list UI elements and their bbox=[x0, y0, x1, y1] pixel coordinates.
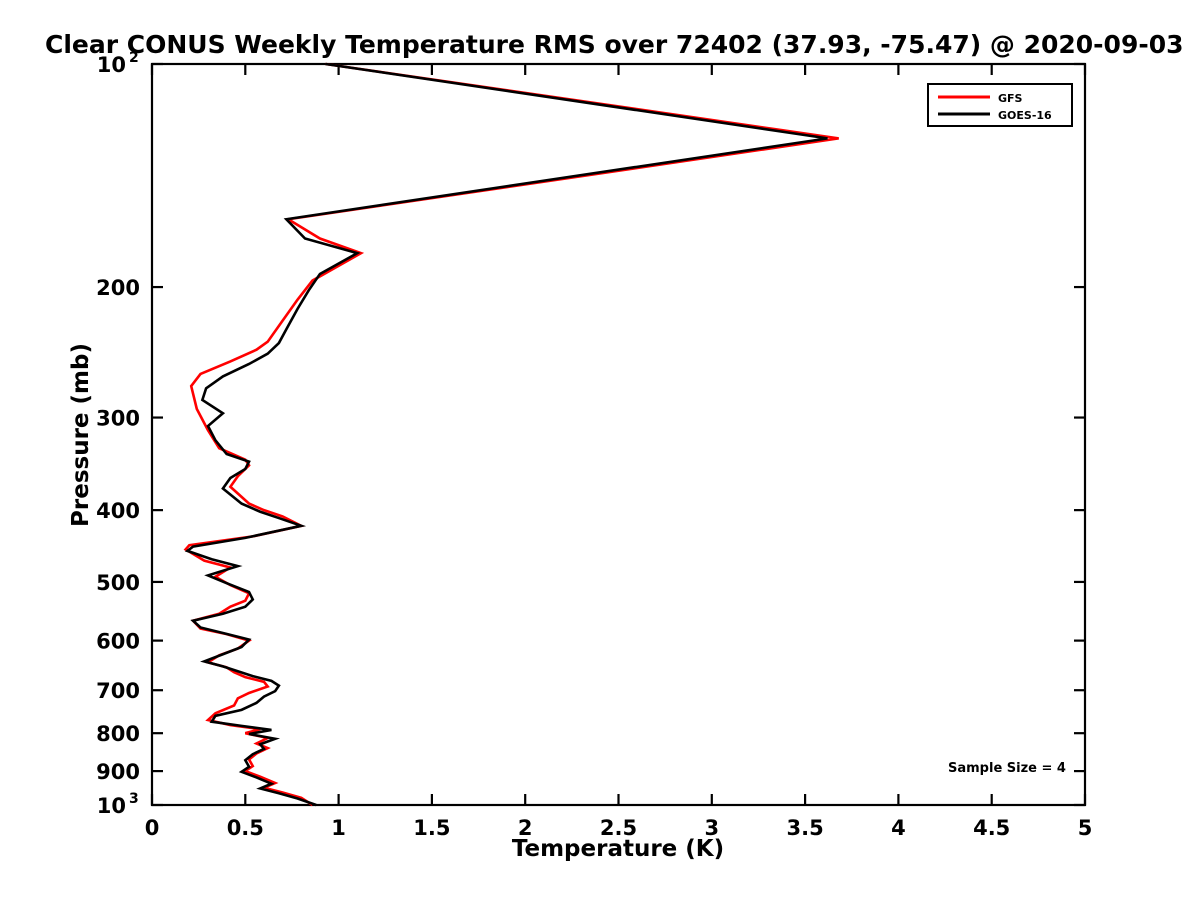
x-axis-tick-label: 1.5 bbox=[413, 816, 450, 840]
x-axis-tick-label: 3.5 bbox=[786, 816, 823, 840]
x-axis-tick-label: 0 bbox=[145, 816, 160, 840]
plot-area: 0 0.5 1 1.5 2 2.5 3 3.5 4 4.5 510 22003004005006007… bbox=[96, 50, 1092, 840]
y-axis-tick-label: 10 bbox=[97, 53, 126, 77]
y-axis-tick-exponent: 2 bbox=[129, 50, 139, 66]
legend-label-gfs: GFS bbox=[998, 92, 1023, 105]
y-axis-tick-label: 200 bbox=[96, 276, 140, 300]
y-axis-tick-label: 10 bbox=[97, 794, 126, 818]
legend-background bbox=[927, 83, 1073, 127]
y-axis-tick-label: 500 bbox=[96, 571, 140, 595]
y-axis-tick-exponent: 3 bbox=[129, 791, 139, 807]
chart-legend: GFS GOES-16 bbox=[927, 83, 1073, 127]
x-axis-tick-label: 0.5 bbox=[227, 816, 264, 840]
x-axis-tick-label: 4 bbox=[891, 816, 906, 840]
y-axis-tick-label: 400 bbox=[96, 499, 140, 523]
chart-title: Clear CONUS Weekly Temperature RMS over … bbox=[45, 30, 1184, 59]
x-axis-tick-label: 1 bbox=[331, 816, 346, 840]
y-axis-tick-label: 800 bbox=[96, 722, 140, 746]
legend-label-goes-16: GOES-16 bbox=[998, 109, 1052, 122]
x-axis-tick-label: 2 bbox=[518, 816, 533, 840]
y-axis-tick-label: 300 bbox=[96, 407, 140, 431]
y-axis-tick-label: 700 bbox=[96, 679, 140, 703]
y-axis-tick-label: 900 bbox=[96, 760, 140, 784]
x-axis-tick-label: 4.5 bbox=[973, 816, 1010, 840]
x-axis-tick-label: 5 bbox=[1078, 816, 1093, 840]
x-axis-tick-label: 2.5 bbox=[600, 816, 637, 840]
y-axis-label: Pressure (mb) bbox=[68, 343, 94, 527]
x-axis-label: Temperature (K) bbox=[512, 836, 724, 862]
series-line-gfs bbox=[183, 62, 839, 807]
sample-size-annotation: Sample Size = 4 bbox=[948, 761, 1066, 776]
x-axis-tick-label: 3 bbox=[704, 816, 719, 840]
y-axis-tick-label: 600 bbox=[96, 630, 140, 654]
series-line-goes-16 bbox=[184, 62, 828, 807]
